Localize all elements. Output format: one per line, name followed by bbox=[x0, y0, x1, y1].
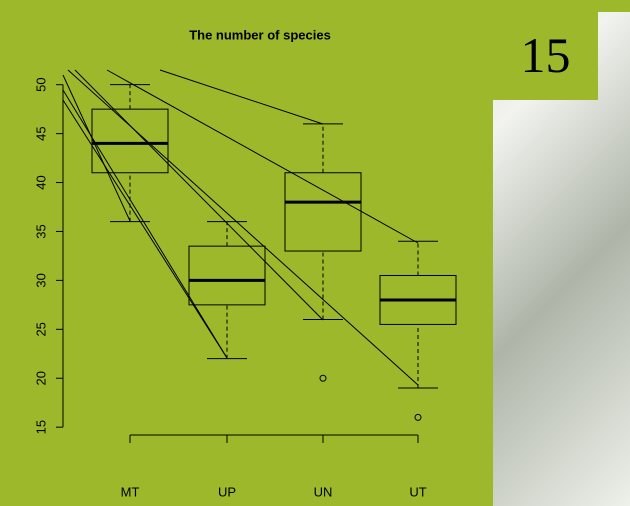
x-tick-label: UN bbox=[314, 484, 333, 499]
top-strip bbox=[0, 0, 630, 12]
chart-title: The number of species bbox=[189, 27, 331, 42]
slide: {"page_number": "15", "chart_data": {"ty… bbox=[0, 0, 630, 506]
y-tick-label: 35 bbox=[33, 224, 48, 238]
x-tick-label: MT bbox=[121, 484, 140, 499]
y-tick-label: 15 bbox=[33, 420, 48, 434]
y-tick-label: 50 bbox=[33, 77, 48, 91]
chart: The number of species 15 20 25 30 35 40 45 50 MT… bbox=[0, 12, 493, 506]
x-tick-label: UT bbox=[409, 484, 426, 499]
page-badge: 15 bbox=[493, 12, 598, 100]
y-tick-label: 20 bbox=[33, 371, 48, 385]
page-number: 15 bbox=[493, 26, 598, 84]
y-tick-label: 30 bbox=[33, 273, 48, 287]
y-tick-label: 25 bbox=[33, 322, 48, 336]
y-tick-label: 40 bbox=[33, 175, 48, 189]
chart-background bbox=[0, 12, 493, 506]
x-tick-label: UP bbox=[218, 484, 236, 499]
y-tick-label: 45 bbox=[33, 126, 48, 140]
